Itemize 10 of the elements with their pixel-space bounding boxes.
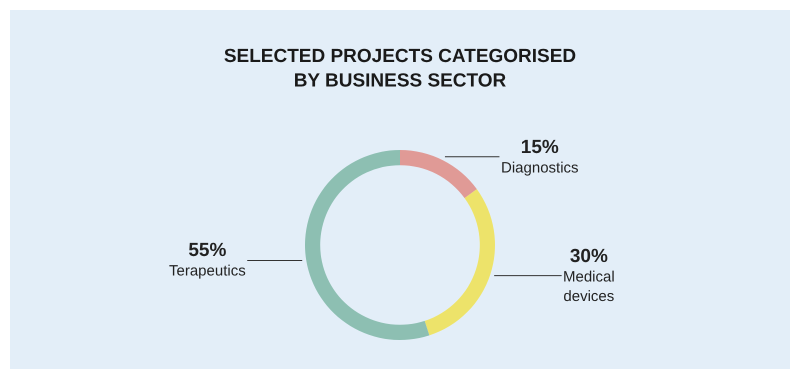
donut-slice: [400, 150, 477, 198]
chart-title: SELECTED PROJECTS CATEGORISED BY BUSINESS SECTOR: [224, 46, 576, 92]
slice-label: Diagnostics: [501, 160, 579, 176]
data-label: 55%: [188, 240, 226, 261]
slice-label: Terapeutics: [169, 262, 246, 280]
donut-slice: [424, 189, 495, 336]
data-label: 15%: [520, 137, 559, 158]
slice-label: Medical devices: [563, 268, 615, 305]
donut-slice: [305, 150, 430, 340]
data-label: 30%: [570, 246, 608, 267]
